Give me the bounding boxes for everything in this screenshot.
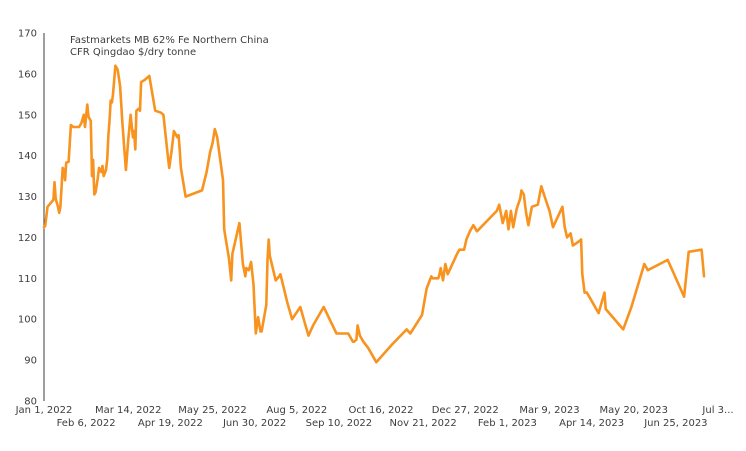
y-tick-label: 160 (18, 69, 37, 80)
x-tick-label: Mar 14, 2022 (95, 405, 162, 416)
x-tick-label: Sep 10, 2022 (306, 418, 373, 429)
x-tick-label: Jun 25, 2023 (643, 418, 707, 429)
y-tick-label: 120 (18, 233, 37, 244)
x-tick-label: Nov 21, 2022 (390, 418, 457, 429)
x-tick-label: Jan 1, 2022 (15, 405, 73, 416)
x-tick-label: Jul 3... (701, 405, 733, 416)
x-tick-label: Aug 5, 2022 (266, 405, 327, 416)
y-tick-label: 130 (18, 192, 37, 203)
series-line (42, 64, 706, 364)
x-axis: Jan 1, 2022 Mar 14, 2022 May 25, 2022 Aug 5… (15, 405, 734, 429)
y-tick-label: 90 (24, 356, 37, 367)
x-tick-label: Apr 14, 2023 (559, 418, 624, 429)
x-tick-labels-lower: Feb 6, 2022 Apr 19, 2022 Jun 30, 2022 Sep 1… (57, 418, 708, 429)
x-tick-label: Oct 16, 2022 (349, 405, 414, 416)
series-layer (42, 64, 706, 364)
chart-title-line-2: CFR Qingdao $/dry tonne (70, 47, 196, 58)
x-tick-labels-upper: Jan 1, 2022 Mar 14, 2022 May 25, 2022 Aug 5… (15, 405, 734, 416)
x-tick-label: Apr 19, 2022 (138, 418, 203, 429)
y-axis: 80 90 100 110 120 130 140 150 160 170 (18, 29, 45, 408)
y-tick-label: 140 (18, 151, 37, 162)
chart-title-line-1: Fastmarkets MB 62% Fe Northern China (70, 35, 269, 46)
y-tick-label: 80 (24, 397, 37, 408)
x-tick-label: Feb 1, 2023 (478, 418, 537, 429)
y-tick-label: 170 (18, 29, 37, 40)
y-tick-labels: 80 90 100 110 120 130 140 150 160 170 (18, 29, 37, 408)
x-tick-label: Feb 6, 2022 (57, 418, 116, 429)
y-tick-label: 110 (18, 274, 37, 285)
x-tick-label: May 20, 2023 (600, 405, 668, 416)
x-tick-label: Mar 9, 2023 (519, 405, 579, 416)
x-tick-label: Jun 30, 2022 (222, 418, 286, 429)
x-tick-label: Dec 27, 2022 (432, 405, 499, 416)
x-tick-label: May 25, 2022 (178, 405, 246, 416)
y-tick-label: 150 (18, 110, 37, 121)
y-tick-label: 100 (18, 315, 37, 326)
